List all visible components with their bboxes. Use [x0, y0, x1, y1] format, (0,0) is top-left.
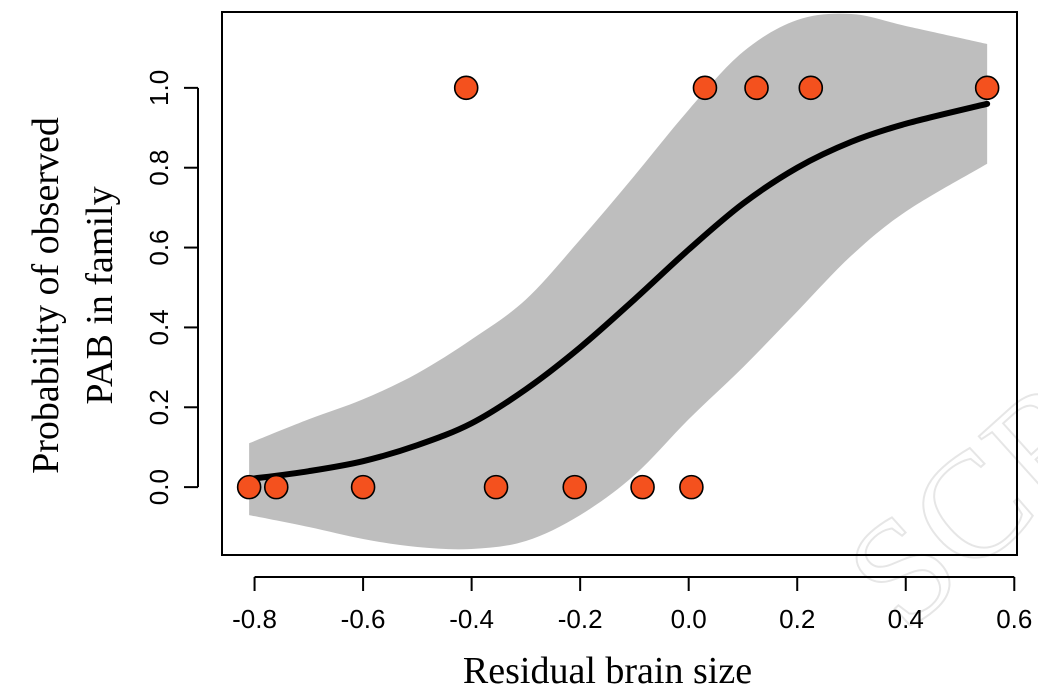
y-axis-title-line-2: PAB in family: [79, 186, 121, 404]
x-tick-label: 0.6: [996, 604, 1032, 634]
y-tick-label: 0.0: [144, 469, 174, 505]
y-axis-title-line-1: Probability of observed: [25, 117, 67, 474]
confidence-band: [249, 13, 988, 550]
x-tick-label: -0.8: [232, 604, 277, 634]
data-point: [263, 474, 289, 500]
x-axis-title: Residual brain size: [463, 650, 752, 692]
data-point: [974, 75, 1000, 101]
data-points-layer: [236, 75, 1000, 500]
y-axis: 0.0 0.2 0.4 0.6 0.8 1.0: [144, 70, 199, 505]
x-tick-label: -0.2: [558, 604, 603, 634]
data-point: [483, 474, 509, 500]
y-tick-label: 0.8: [144, 150, 174, 186]
data-point: [236, 474, 262, 500]
plot-frame: [221, 11, 1018, 556]
data-point: [744, 75, 769, 101]
y-tick-label: 0.2: [144, 389, 174, 425]
y-tick-label: 0.6: [144, 229, 174, 265]
x-tick-label: -0.4: [449, 604, 494, 634]
x-tick-label: 0.4: [888, 604, 924, 634]
data-point: [453, 75, 479, 101]
data-point: [350, 474, 376, 500]
y-tick-label: 0.4: [144, 309, 174, 345]
data-point: [692, 75, 718, 101]
data-point: [630, 474, 655, 500]
fit-curve-layer: [246, 100, 991, 483]
y-tick-label: 1.0: [144, 70, 174, 106]
x-tick-label: -0.6: [341, 604, 386, 634]
x-axis: -0.8 -0.6 -0.4 -0.2 0.0 0.2 0.4 0.6: [232, 576, 1032, 634]
fit-curve: [246, 100, 991, 483]
x-tick-label: 0.0: [671, 604, 707, 634]
data-point: [798, 75, 824, 101]
confidence-band-layer: [249, 13, 988, 550]
data-point: [679, 474, 704, 500]
x-tick-label: 0.2: [779, 604, 815, 634]
data-point: [562, 474, 588, 500]
